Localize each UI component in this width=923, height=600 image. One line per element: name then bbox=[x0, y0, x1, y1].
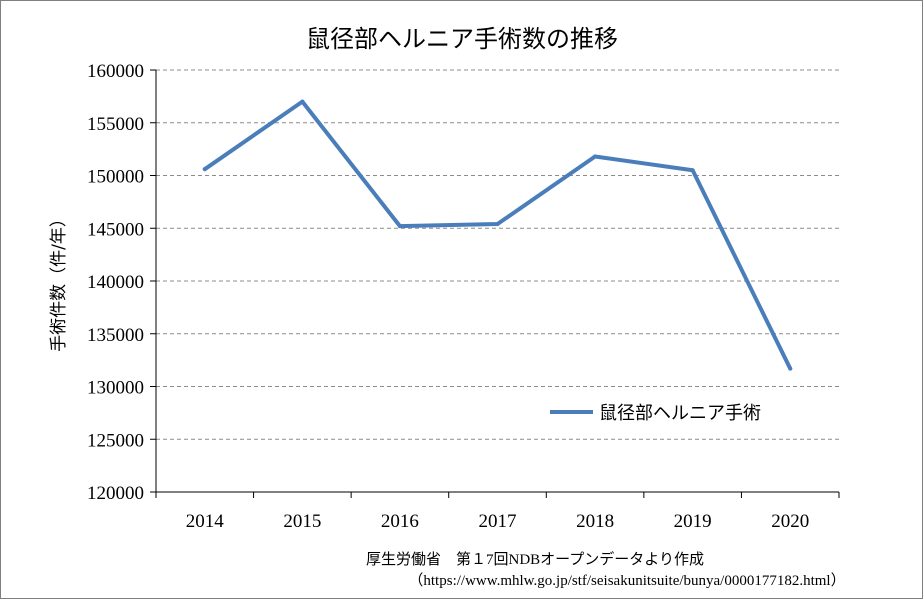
y-tick-label: 160000 bbox=[87, 61, 144, 82]
y-tick-label: 120000 bbox=[87, 483, 144, 504]
y-tick-label: 155000 bbox=[87, 114, 144, 135]
x-tick-label: 2016 bbox=[381, 511, 419, 532]
y-axis-label: 手術件数（件/年） bbox=[49, 210, 69, 352]
y-tick-label: 150000 bbox=[87, 167, 144, 188]
data-point bbox=[593, 154, 598, 159]
data-point bbox=[690, 168, 695, 173]
data-point bbox=[788, 366, 793, 371]
x-tick-label: 2017 bbox=[479, 511, 517, 532]
series-line-0 bbox=[202, 99, 793, 371]
y-tick-label: 130000 bbox=[87, 378, 144, 399]
data-point bbox=[397, 224, 402, 229]
chart-title: 鼠径部ヘルニア手術数の推移 bbox=[306, 25, 618, 53]
x-axis-ticks: 2014 2015 2016 2017 2018 2019 2020 bbox=[155, 492, 840, 532]
y-tick-label: 140000 bbox=[87, 272, 144, 293]
gridlines bbox=[156, 69, 839, 440]
y-tick-label: 145000 bbox=[87, 219, 144, 240]
y-tick-label: 125000 bbox=[87, 430, 144, 451]
x-tick-label: 2015 bbox=[283, 511, 321, 532]
y-axis-ticks: 120000 125000 130000 135000 140000 145000 1500… bbox=[87, 61, 156, 504]
source-note-line1: 厚生労働省 第１7回NDBオープンデータより作成 bbox=[366, 550, 704, 568]
x-tick-label: 2018 bbox=[576, 511, 614, 532]
x-tick-label: 2014 bbox=[186, 511, 225, 532]
data-point bbox=[300, 99, 305, 104]
series-group bbox=[202, 99, 793, 371]
y-tick-label: 135000 bbox=[87, 325, 144, 346]
source-note-line2: （https://www.mhlw.go.jp/stf/seisakunitsu… bbox=[408, 572, 845, 589]
legend: 鼠径部ヘルニア手術 bbox=[550, 403, 761, 424]
x-tick-label: 2020 bbox=[771, 511, 809, 532]
x-tick-label: 2019 bbox=[674, 511, 712, 532]
data-point bbox=[495, 222, 500, 227]
legend-label: 鼠径部ヘルニア手術 bbox=[599, 403, 761, 424]
data-point bbox=[202, 167, 207, 172]
